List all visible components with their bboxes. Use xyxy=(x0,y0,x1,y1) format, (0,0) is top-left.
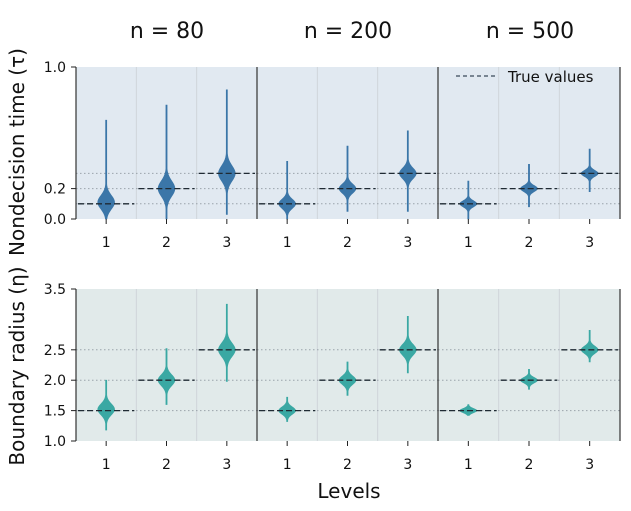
boundary-panel-n-500-violin-level-2 xyxy=(520,368,538,390)
x-axis-label: Levels xyxy=(317,479,380,503)
column-title-n80: n = 80 xyxy=(130,19,204,44)
boundary-y-tick-label-3-5: 3.5 xyxy=(44,282,66,298)
boundary-panel-n-200-x-tick-label-2: 2 xyxy=(343,457,352,473)
boundary-y-tick-label-2-5: 2.5 xyxy=(44,343,66,359)
boundary-panel-n-80-violin-level-1 xyxy=(97,379,115,431)
violins xyxy=(97,89,599,431)
boundary-panel-n-500-x-tick-label-2: 2 xyxy=(525,457,534,473)
nondecision-panel-n-200-x-tick-label-3: 3 xyxy=(403,235,412,251)
nondecision-panel-n-200-x-tick-label-1: 1 xyxy=(283,235,292,251)
nondecision-panel-n-80-violin-level-1 xyxy=(97,119,115,220)
legend: True values xyxy=(456,68,594,86)
nondecision-panel-n-500-violin-level-2 xyxy=(520,163,538,208)
boundary-panel-n-80-x-tick-label-3: 3 xyxy=(222,457,231,473)
labels: n = 80 n = 200 n = 500 Nondecision time … xyxy=(5,19,574,503)
boundary-panel-n-80-x-tick-label-2: 2 xyxy=(162,457,171,473)
nondecision-panel-n-500-violin-level-1 xyxy=(459,180,478,220)
nondecision-panel-n-80-violin-level-3 xyxy=(218,89,236,215)
boundary-panel-n-80-violin-level-2 xyxy=(157,348,176,405)
boundary-panel-n-500-background xyxy=(438,289,620,441)
boundary-y-tick-label-2-0: 2.0 xyxy=(44,373,66,389)
boundary-panel-n-200-violin-level-2 xyxy=(338,361,357,396)
nondecision-panel-n-200-x-tick-label-2: 2 xyxy=(343,235,352,251)
boundary-panel-n-200-x-tick-label-3: 3 xyxy=(403,457,412,473)
boundary-panel-n-200-violin-level-1 xyxy=(278,396,296,422)
axes: 1 2 3 1 2 3 1 2 3 0.0 0.2 1.0 1 2 3 1 2 3 1 2 3 1.0 1.5 2.0 2.5 3… xyxy=(44,60,621,473)
boundary-panel-n-80-x-tick-label-1: 1 xyxy=(102,457,111,473)
boundary-panel-n-200-violin-level-3 xyxy=(399,316,417,374)
y-axis-label-nondecision-time: Nondecision time (τ) xyxy=(5,48,29,256)
boundary-panel-n-80-violin-level-3 xyxy=(218,303,236,382)
nondecision-panel-n-200-violin-level-3 xyxy=(399,130,417,212)
nondecision-y-tick-label-0-0: 0.0 xyxy=(44,212,66,228)
nondecision-panel-n-200-violin-level-2 xyxy=(338,145,357,212)
nondecision-panel-n-80-x-tick-label-3: 3 xyxy=(222,235,231,251)
legend-label-true-values: True values xyxy=(507,68,594,86)
boundary-panel-n-500-x-tick-label-3: 3 xyxy=(585,457,594,473)
nondecision-y-tick-label-0-2: 0.2 xyxy=(44,182,66,198)
boundary-y-tick-label-1-5: 1.5 xyxy=(44,404,66,420)
nondecision-y-tick-label-1-0: 1.0 xyxy=(44,60,66,76)
nondecision-panel-n-500-x-tick-label-1: 1 xyxy=(464,235,473,251)
nondecision-panel-n-500-x-tick-label-3: 3 xyxy=(585,235,594,251)
boundary-panel-n-500-x-tick-label-1: 1 xyxy=(464,457,473,473)
nondecision-panel-n-500-x-tick-label-2: 2 xyxy=(525,235,534,251)
median-lines xyxy=(78,172,618,412)
nondecision-panel-n-80-violin-level-2 xyxy=(157,104,176,220)
nondecision-panel-n-80-x-tick-label-1: 1 xyxy=(102,235,111,251)
nondecision-panel-n-80-x-tick-label-2: 2 xyxy=(162,235,171,251)
nondecision-panel-n-500-violin-level-3 xyxy=(580,148,599,192)
grid-lines xyxy=(135,67,560,441)
boundary-panel-n-500-violin-level-3 xyxy=(580,330,599,363)
y-axis-label-boundary-radius: Boundary radius (η) xyxy=(5,266,29,465)
column-title-n200: n = 200 xyxy=(304,19,392,44)
column-title-n500: n = 500 xyxy=(486,19,574,44)
boundary-y-tick-label-1-0: 1.0 xyxy=(44,434,66,450)
boundary-panel-n-200-x-tick-label-1: 1 xyxy=(283,457,292,473)
nondecision-panel-n-200-violin-level-1 xyxy=(278,160,296,220)
